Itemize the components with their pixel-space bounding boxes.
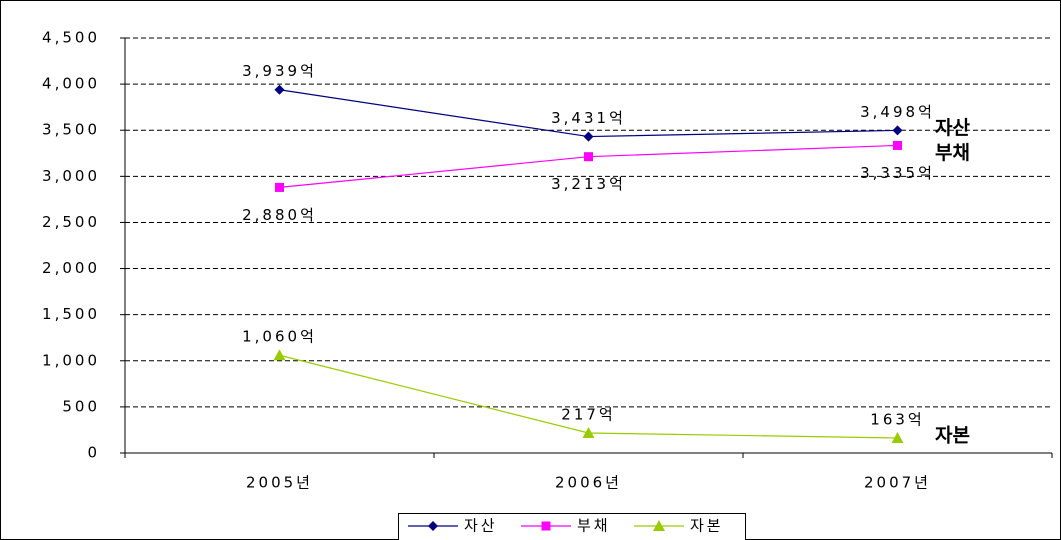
- series-end-label: 자산: [935, 117, 970, 139]
- data-point: [584, 152, 593, 162]
- data-point: [582, 426, 595, 438]
- y-tick-label: 0: [87, 444, 100, 462]
- legend-marker: [541, 521, 551, 531]
- y-tick-label: 1,000: [42, 351, 100, 369]
- y-tick-label: 4,500: [42, 29, 100, 47]
- legend-marker: [428, 521, 438, 531]
- y-tick-label: 1,500: [42, 305, 100, 323]
- legend-label: 자산: [464, 517, 498, 535]
- y-tick-label: 2,500: [42, 213, 100, 231]
- data-label: 3,431억: [551, 109, 626, 127]
- y-tick-label: 2,000: [42, 259, 100, 277]
- data-point: [275, 182, 284, 192]
- data-label: 3,335억: [860, 164, 935, 182]
- data-label: 3,498억: [860, 103, 935, 121]
- data-point: [583, 131, 594, 142]
- legend-box: [398, 513, 746, 540]
- data-point: [891, 431, 904, 443]
- data-label: 2,880억: [242, 206, 317, 224]
- y-tick-label: 3,500: [42, 121, 100, 139]
- x-tick-label: 2007년: [864, 474, 931, 492]
- y-tick-label: 3,000: [42, 167, 100, 185]
- x-tick-label: 2005년: [246, 474, 313, 492]
- data-label: 3,939억: [242, 62, 317, 80]
- data-label: 1,060억: [242, 328, 317, 346]
- series-end-label: 자본: [935, 424, 970, 446]
- y-tick-label: 4,000: [42, 75, 100, 93]
- data-label: 217억: [561, 405, 615, 423]
- data-point: [892, 125, 903, 136]
- data-label: 3,213억: [551, 175, 626, 193]
- legend-label: 부채: [577, 517, 611, 535]
- legend-marker: [653, 520, 665, 531]
- legend-label: 자본: [690, 517, 724, 535]
- data-point: [893, 140, 902, 150]
- data-label: 163억: [870, 410, 924, 428]
- y-tick-label: 500: [62, 397, 100, 415]
- data-point: [274, 84, 285, 95]
- data-point: [273, 349, 286, 361]
- series-end-label: 부채: [935, 142, 970, 164]
- x-tick-label: 2006년: [555, 474, 622, 492]
